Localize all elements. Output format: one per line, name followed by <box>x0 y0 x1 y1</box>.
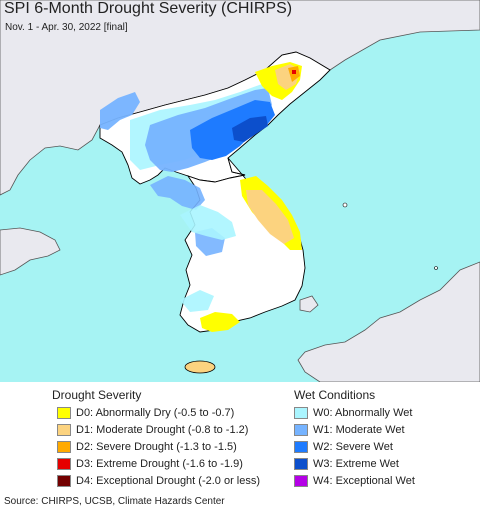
drought-map <box>0 0 480 382</box>
source-credit: Source: CHIRPS, UCSB, Climate Hazards Ce… <box>4 496 225 507</box>
legend-item-d2: D2: Severe Drought (-1.3 to -1.5) <box>57 440 237 454</box>
drought-d3-spot <box>292 70 296 74</box>
legend-label-d4: D4: Exceptional Drought (-2.0 or less) <box>76 475 261 487</box>
peninsula-west <box>0 227 61 276</box>
swatch-d4 <box>57 475 71 487</box>
wet-legend-heading: Wet Conditions <box>294 388 376 402</box>
island-dokdo <box>434 266 438 270</box>
legend-label-w1: W1: Moderate Wet <box>313 424 405 436</box>
japan-landmass <box>297 261 480 382</box>
legend-item-w3: W3: Extreme Wet <box>294 457 399 471</box>
legend-item-d1: D1: Moderate Drought (-0.8 to -1.2) <box>57 423 248 437</box>
jeju-island <box>184 360 216 374</box>
island-ulleung <box>342 202 348 208</box>
legend-item-w2: W2: Severe Wet <box>294 440 393 454</box>
legend-label-w3: W3: Extreme Wet <box>313 458 399 470</box>
drought-d0-south <box>200 312 240 332</box>
wet-w0-south <box>180 205 236 312</box>
swatch-d2 <box>57 441 71 453</box>
japan-island-small <box>299 295 319 313</box>
legend: Drought Severity Wet Conditions D0: Abno… <box>0 382 480 492</box>
drought-d1-east <box>246 190 294 244</box>
legend-item-d4: D4: Exceptional Drought (-2.0 or less) <box>57 474 260 488</box>
legend-item-w1: W1: Moderate Wet <box>294 423 405 437</box>
swatch-w0 <box>294 407 308 419</box>
legend-item-w4: W4: Exceptional Wet <box>294 474 415 488</box>
swatch-d1 <box>57 424 71 436</box>
legend-item-w0: W0: Abnormally Wet <box>294 406 412 420</box>
drought-legend-heading: Drought Severity <box>52 388 142 402</box>
wet-w3-area <box>232 116 268 142</box>
swatch-d3 <box>57 458 71 470</box>
legend-label-w0: W0: Abnormally Wet <box>313 407 413 419</box>
swatch-w1 <box>294 424 308 436</box>
legend-label-w2: W2: Severe Wet <box>313 441 393 453</box>
legend-item-d0: D0: Abnormally Dry (-0.5 to -0.7) <box>57 406 234 420</box>
legend-item-d3: D3: Extreme Drought (-1.6 to -1.9) <box>57 457 243 471</box>
swatch-w4 <box>294 475 308 487</box>
legend-label-d0: D0: Abnormally Dry (-0.5 to -0.7) <box>76 407 235 419</box>
legend-label-d1: D1: Moderate Drought (-0.8 to -1.2) <box>76 424 249 436</box>
swatch-d0 <box>57 407 71 419</box>
map-title: SPI 6-Month Drought Severity (CHIRPS) <box>4 0 293 17</box>
legend-label-d3: D3: Extreme Drought (-1.6 to -1.9) <box>76 458 243 470</box>
swatch-w3 <box>294 458 308 470</box>
wet-w1-area <box>100 88 272 172</box>
map-subtitle: Nov. 1 - Apr. 30, 2022 [final] <box>5 22 128 33</box>
swatch-w2 <box>294 441 308 453</box>
legend-label-d2: D2: Severe Drought (-1.3 to -1.5) <box>76 441 237 453</box>
legend-label-w4: W4: Exceptional Wet <box>313 475 415 487</box>
